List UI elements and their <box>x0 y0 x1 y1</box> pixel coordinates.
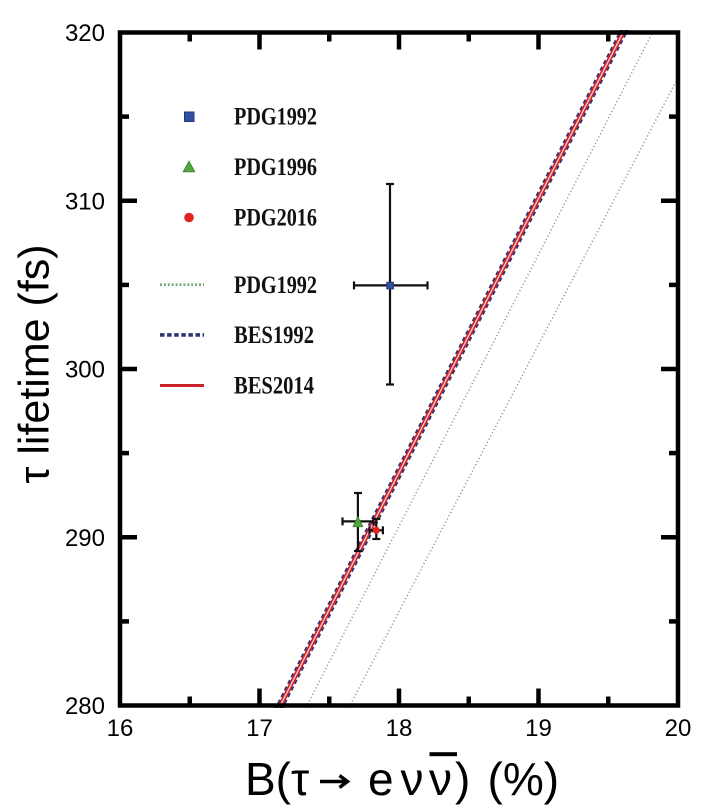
svg-text:310: 310 <box>65 188 105 215</box>
svg-text:PDG1992: PDG1992 <box>234 270 317 299</box>
svg-text:ν: ν <box>429 753 452 805</box>
svg-text:BES2014: BES2014 <box>234 371 314 400</box>
svg-text:19: 19 <box>525 715 552 742</box>
svg-text:20: 20 <box>665 715 692 742</box>
svg-text:17: 17 <box>246 715 273 742</box>
svg-text:PDG1996: PDG1996 <box>234 152 317 181</box>
svg-text:ν: ν <box>401 753 424 805</box>
svg-text:18: 18 <box>386 715 413 742</box>
svg-text:PDG2016: PDG2016 <box>234 203 317 232</box>
svg-text:): ) <box>455 753 470 805</box>
svg-text:BES1992: BES1992 <box>234 320 314 349</box>
svg-text:300: 300 <box>65 357 105 384</box>
svg-text:16: 16 <box>107 715 134 742</box>
svg-text:B(τ: B(τ <box>245 753 309 805</box>
svg-text:290: 290 <box>65 525 105 552</box>
svg-text:PDG1992: PDG1992 <box>234 102 317 131</box>
svg-text:320: 320 <box>65 20 105 47</box>
svg-text:e: e <box>368 753 394 805</box>
svg-text:280: 280 <box>65 693 105 720</box>
svg-text:(%): (%) <box>488 753 560 805</box>
svg-text:τ lifetime (fs): τ lifetime (fs) <box>11 244 59 483</box>
